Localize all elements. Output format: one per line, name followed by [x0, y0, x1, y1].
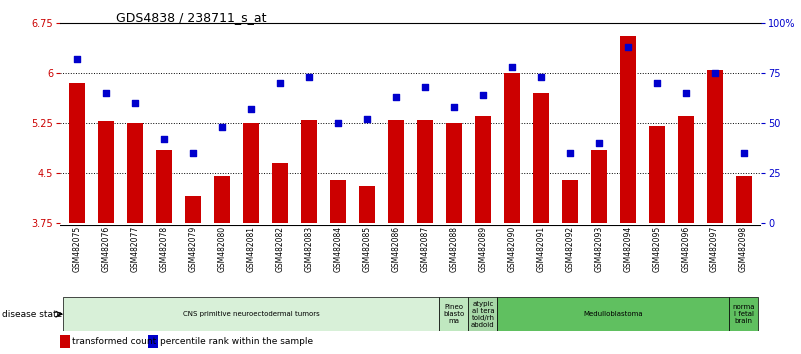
Point — [303, 74, 316, 80]
Bar — [729, 297, 758, 331]
Point — [129, 100, 142, 106]
Text: GSM482077: GSM482077 — [131, 226, 140, 273]
Text: Medulloblastoma: Medulloblastoma — [583, 311, 643, 317]
Text: GSM482097: GSM482097 — [710, 226, 719, 273]
Bar — [440, 297, 469, 331]
Bar — [215, 176, 230, 223]
Bar — [497, 297, 729, 331]
Bar — [99, 121, 115, 223]
Bar — [301, 120, 317, 223]
Bar — [562, 180, 578, 223]
Text: GSM482076: GSM482076 — [102, 226, 111, 273]
Point — [215, 124, 228, 130]
Bar — [591, 150, 606, 223]
Text: GSM482085: GSM482085 — [363, 226, 372, 272]
Bar — [330, 180, 346, 223]
Text: GSM482095: GSM482095 — [652, 226, 661, 273]
Point — [737, 150, 750, 156]
Bar — [272, 163, 288, 223]
Point — [419, 84, 432, 90]
Text: GSM482098: GSM482098 — [739, 226, 748, 272]
Point — [332, 120, 344, 126]
Bar — [735, 176, 751, 223]
Text: percentile rank within the sample: percentile rank within the sample — [160, 337, 313, 346]
Bar — [649, 126, 665, 223]
Text: norma
l fetal
brain: norma l fetal brain — [732, 304, 755, 324]
Text: GSM482096: GSM482096 — [681, 226, 690, 273]
Bar — [244, 123, 260, 223]
Bar — [63, 297, 440, 331]
Bar — [620, 36, 636, 223]
Point — [245, 106, 258, 112]
Bar — [475, 116, 491, 223]
Text: disease state: disease state — [2, 310, 62, 319]
Bar — [469, 297, 497, 331]
Bar — [148, 335, 158, 348]
Point — [622, 44, 634, 50]
Point — [650, 80, 663, 86]
Text: GSM482081: GSM482081 — [247, 226, 256, 272]
Point — [100, 90, 113, 96]
Text: GSM482088: GSM482088 — [449, 226, 458, 272]
Point — [158, 136, 171, 142]
Text: atypic
al tera
toid/rh
abdoid: atypic al tera toid/rh abdoid — [471, 301, 495, 328]
Point — [187, 150, 199, 156]
Text: CNS primitive neuroectodermal tumors: CNS primitive neuroectodermal tumors — [183, 311, 320, 317]
Text: GSM482094: GSM482094 — [623, 226, 632, 273]
Bar — [678, 116, 694, 223]
Bar — [60, 335, 70, 348]
Text: GSM482092: GSM482092 — [566, 226, 574, 272]
Text: GSM482084: GSM482084 — [333, 226, 343, 272]
Point — [274, 80, 287, 86]
Text: GSM482082: GSM482082 — [276, 226, 284, 272]
Bar — [706, 70, 723, 223]
Bar — [533, 93, 549, 223]
Point — [360, 116, 373, 122]
Point — [534, 74, 547, 80]
Text: GSM482083: GSM482083 — [304, 226, 314, 272]
Text: transformed count: transformed count — [72, 337, 156, 346]
Bar — [185, 196, 201, 223]
Point — [593, 140, 606, 146]
Point — [448, 104, 461, 110]
Text: GSM482090: GSM482090 — [507, 226, 517, 273]
Text: GSM482075: GSM482075 — [73, 226, 82, 273]
Bar — [504, 73, 520, 223]
Text: GSM482089: GSM482089 — [478, 226, 488, 272]
Bar — [359, 186, 375, 223]
Text: GSM482078: GSM482078 — [160, 226, 169, 272]
Text: GSM482093: GSM482093 — [594, 226, 603, 273]
Text: GSM482087: GSM482087 — [421, 226, 429, 272]
Bar — [70, 83, 86, 223]
Text: GSM482080: GSM482080 — [218, 226, 227, 272]
Bar — [446, 123, 462, 223]
Bar — [388, 120, 404, 223]
Point — [708, 70, 721, 76]
Text: GSM482079: GSM482079 — [189, 226, 198, 273]
Point — [505, 64, 518, 70]
Text: GSM482086: GSM482086 — [392, 226, 400, 272]
Bar — [127, 123, 143, 223]
Point — [389, 94, 402, 100]
Text: GSM482091: GSM482091 — [537, 226, 545, 272]
Point — [71, 56, 84, 62]
Point — [477, 92, 489, 98]
Bar — [156, 150, 172, 223]
Point — [563, 150, 576, 156]
Bar — [417, 120, 433, 223]
Text: Pineo
blasto
ma: Pineo blasto ma — [443, 304, 465, 324]
Text: GDS4838 / 238711_s_at: GDS4838 / 238711_s_at — [116, 11, 267, 24]
Point — [679, 90, 692, 96]
